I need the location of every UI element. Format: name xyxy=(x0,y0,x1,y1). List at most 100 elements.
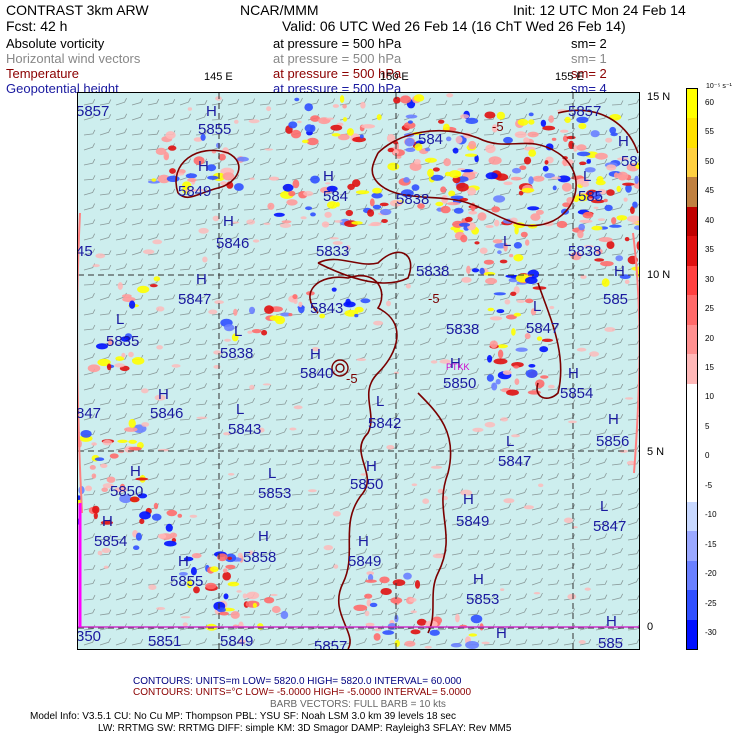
wind-barb xyxy=(371,638,384,646)
vorticity-cell xyxy=(280,610,289,620)
wind-barb xyxy=(339,384,352,391)
wind-barb xyxy=(547,370,560,376)
wind-barb xyxy=(467,384,480,391)
wind-barb xyxy=(195,279,208,286)
wind-barb xyxy=(627,608,639,616)
wind-barb xyxy=(339,459,352,466)
wind-barb xyxy=(467,235,480,241)
wind-barb xyxy=(243,323,255,331)
wind-barb xyxy=(371,520,384,526)
vorticity-cell xyxy=(304,103,313,112)
wind-barb xyxy=(355,534,368,541)
wind-barb xyxy=(595,398,608,406)
colorbar-swatch xyxy=(687,118,697,149)
wind-barb xyxy=(403,504,416,511)
geopotential-label: 45 xyxy=(78,243,93,260)
wind-barb xyxy=(115,534,128,541)
wind-barb xyxy=(595,533,608,541)
vorticity-cell xyxy=(525,276,538,284)
wind-barb xyxy=(499,293,512,301)
wind-barb xyxy=(611,638,624,646)
vorticity-cell xyxy=(382,630,395,635)
wind-barb xyxy=(147,473,160,481)
wind-barb xyxy=(259,519,272,526)
wind-barb xyxy=(611,610,624,616)
wind-barb xyxy=(307,264,320,271)
vorticity-cell xyxy=(220,181,227,186)
wind-barb xyxy=(147,339,160,346)
wind-barb xyxy=(387,384,400,391)
vorticity-cell xyxy=(466,265,471,274)
vorticity-cell xyxy=(135,532,142,541)
wind-barb xyxy=(243,234,256,241)
wind-barb xyxy=(355,340,368,346)
wind-barb xyxy=(179,444,192,451)
vorticity-cell xyxy=(407,120,413,124)
vorticity-cell xyxy=(305,206,313,210)
geopotential-label: H xyxy=(473,571,484,588)
wind-barb xyxy=(467,294,480,301)
wind-barb xyxy=(211,142,223,151)
wind-barb xyxy=(403,369,416,376)
wind-barb xyxy=(371,504,384,511)
vorticity-cell xyxy=(100,520,113,525)
vorticity-cell xyxy=(487,355,493,363)
wind-barb xyxy=(115,593,127,601)
wind-barb xyxy=(483,457,495,466)
wind-barb xyxy=(243,532,255,541)
wind-barb xyxy=(627,445,639,451)
wind-barb xyxy=(99,233,112,241)
wind-barb xyxy=(259,157,271,166)
wind-barb xyxy=(243,338,256,346)
wind-barb xyxy=(483,640,496,646)
wind-barb xyxy=(243,353,255,361)
geopotential-label: L xyxy=(583,168,591,185)
wind-barb xyxy=(515,98,527,106)
wind-barb xyxy=(323,385,336,391)
vorticity-cell xyxy=(503,242,508,252)
wind-barb xyxy=(611,142,623,151)
wind-barb xyxy=(227,594,240,601)
wind-barb xyxy=(355,503,367,511)
wind-barb xyxy=(131,190,144,196)
geopotential-label: 5855 xyxy=(198,121,231,138)
vorticity-cell xyxy=(297,120,302,124)
wind-barb xyxy=(275,323,287,331)
wind-barb xyxy=(147,219,160,226)
vorticity-cell xyxy=(330,124,343,131)
vorticity-cell xyxy=(500,417,509,422)
wind-barb xyxy=(291,444,304,451)
wind-barb xyxy=(435,100,448,106)
vorticity-cell xyxy=(282,183,294,192)
vorticity-cell xyxy=(89,465,96,470)
wind-barb xyxy=(99,203,112,211)
wind-barb xyxy=(451,592,463,601)
wind-barb xyxy=(147,564,160,571)
wind-barb xyxy=(307,310,320,316)
wind-barb xyxy=(275,278,287,286)
vorticity-cell xyxy=(411,184,420,191)
wind-barb xyxy=(115,113,128,121)
colorbar-swatch xyxy=(687,147,697,178)
wind-barb xyxy=(323,429,336,436)
vorticity-cell xyxy=(502,370,512,375)
vorticity-cell xyxy=(470,614,483,624)
wind-barb xyxy=(227,428,239,436)
vorticity-cell xyxy=(121,352,126,358)
wind-barb xyxy=(627,233,639,241)
wind-barb xyxy=(211,535,224,541)
vorticity-cell xyxy=(492,239,503,244)
wind-barb xyxy=(131,488,143,496)
wind-barb xyxy=(483,549,496,556)
wind-barb xyxy=(499,160,512,166)
wind-barb xyxy=(275,144,288,151)
wind-barb xyxy=(595,489,608,496)
wind-barb xyxy=(211,518,223,526)
vorticity-cell xyxy=(310,212,316,217)
wind-barb xyxy=(419,445,432,451)
vorticity-cell xyxy=(515,347,528,352)
vorticity-cell xyxy=(137,493,148,499)
wind-barb xyxy=(355,578,368,586)
wind-barb xyxy=(435,188,448,196)
